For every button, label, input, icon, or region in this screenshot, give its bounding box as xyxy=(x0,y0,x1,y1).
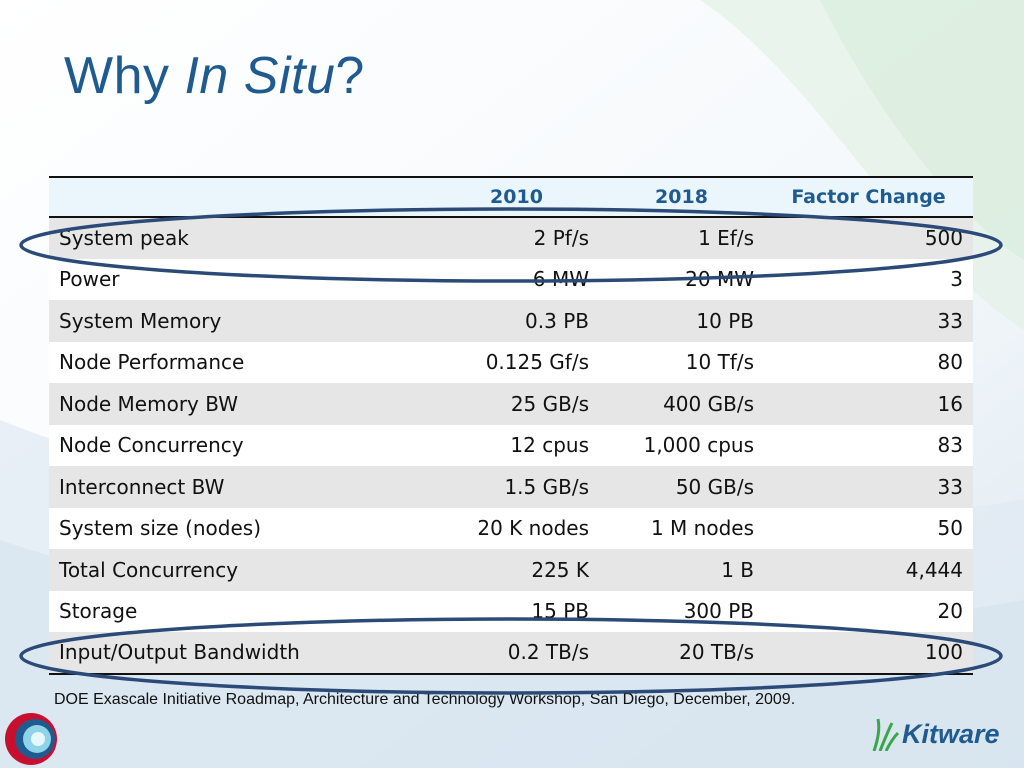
cell-2010: 20 K nodes xyxy=(477,516,589,541)
cell-2010: 2 Pf/s xyxy=(533,226,589,251)
circular-logo-icon xyxy=(5,713,57,765)
cell-2018: 1 B xyxy=(721,557,754,582)
exascale-table-container: 2010 2018 Factor Change System peak 2 Pf/… xyxy=(49,176,973,675)
cell-2018: 1 M nodes xyxy=(650,516,754,541)
table-row: Input/Output Bandwidth 0.2 TB/s 20 TB/s 100 xyxy=(49,632,973,674)
cell-2010: 6 MW xyxy=(532,267,589,292)
row-label: Power xyxy=(59,267,120,292)
cell-2018: 50 GB/s xyxy=(675,474,754,499)
cell-2010: 0.125 Gf/s xyxy=(485,350,589,375)
table-row: Total Concurrency 225 K 1 B 4,444 xyxy=(49,549,973,591)
row-label: Interconnect BW xyxy=(59,474,225,499)
cell-2018: 400 GB/s xyxy=(663,391,754,416)
cell-factor: 33 xyxy=(937,308,963,333)
table-row: System Memory 0.3 PB 10 PB 33 xyxy=(49,300,973,342)
row-label: Storage xyxy=(59,599,138,624)
citation: DOE Exascale Initiative Roadmap, Archite… xyxy=(54,691,796,708)
cell-factor: 83 xyxy=(937,433,963,458)
cell-factor: 4,444 xyxy=(905,557,963,582)
header-2018: 2018 xyxy=(655,186,708,208)
cell-2018: 10 Tf/s xyxy=(685,350,754,375)
table-row: System peak 2 Pf/s 1 Ef/s 500 xyxy=(49,217,973,259)
kitware-wordmark: Kitware xyxy=(902,718,1000,749)
cell-factor: 80 xyxy=(937,350,963,375)
cell-2010: 25 GB/s xyxy=(510,391,589,416)
header-metric xyxy=(49,177,434,217)
cell-2018: 20 TB/s xyxy=(679,640,754,665)
title-text: Why xyxy=(64,47,185,105)
cell-2018: 20 MW xyxy=(685,267,754,292)
row-label: Total Concurrency xyxy=(59,557,239,582)
row-label: Node Concurrency xyxy=(59,433,244,458)
table-row: Interconnect BW 1.5 GB/s 50 GB/s 33 xyxy=(49,466,973,508)
cell-2010: 0.2 TB/s xyxy=(507,640,589,665)
cell-2010: 0.3 PB xyxy=(525,308,589,333)
cell-factor: 500 xyxy=(924,226,963,251)
table-row: Node Performance 0.125 Gf/s 10 Tf/s 80 xyxy=(49,341,973,383)
table-row: Node Concurrency 12 cpus 1,000 cpus 83 xyxy=(49,424,973,466)
cell-2018: 10 PB xyxy=(696,308,754,333)
cell-factor: 50 xyxy=(937,516,963,541)
cell-factor: 20 xyxy=(937,599,963,624)
cell-2010: 1.5 GB/s xyxy=(504,474,589,499)
row-label: System Memory xyxy=(59,308,222,333)
cell-factor: 3 xyxy=(950,267,963,292)
table-row: Power 6 MW 20 MW 3 xyxy=(49,258,973,300)
cell-2018: 300 PB xyxy=(683,599,754,624)
table-header-row: 2010 2018 Factor Change xyxy=(49,177,973,217)
header-2010: 2010 xyxy=(490,186,543,208)
slide-title: Why In Situ? xyxy=(64,46,365,106)
cell-2010: 12 cpus xyxy=(510,433,589,458)
kitware-logo: Kitware xyxy=(870,714,1000,754)
table-row: Storage 15 PB 300 PB 20 xyxy=(49,590,973,632)
table-row: Node Memory BW 25 GB/s 400 GB/s 16 xyxy=(49,383,973,425)
title-italic-text: In Situ xyxy=(184,47,336,105)
row-label: Node Performance xyxy=(59,350,245,375)
header-factor-change: Factor Change xyxy=(791,186,946,208)
exascale-table: 2010 2018 Factor Change System peak 2 Pf/… xyxy=(49,176,973,675)
cell-2010: 225 K xyxy=(531,557,589,582)
table-row: System size (nodes) 20 K nodes 1 M nodes 50 xyxy=(49,507,973,549)
cell-factor: 16 xyxy=(937,391,963,416)
row-label: System peak xyxy=(59,226,189,251)
row-label: System size (nodes) xyxy=(59,516,262,541)
cell-2018: 1,000 cpus xyxy=(643,433,754,458)
cell-2010: 15 PB xyxy=(531,599,589,624)
kitware-leaf-icon xyxy=(872,718,900,751)
cell-2018: 1 Ef/s xyxy=(698,226,754,251)
title-end-text: ? xyxy=(335,47,365,105)
row-label: Node Memory BW xyxy=(59,391,239,416)
row-label: Input/Output Bandwidth xyxy=(59,640,300,665)
cell-factor: 33 xyxy=(937,474,963,499)
cell-factor: 100 xyxy=(924,640,963,665)
